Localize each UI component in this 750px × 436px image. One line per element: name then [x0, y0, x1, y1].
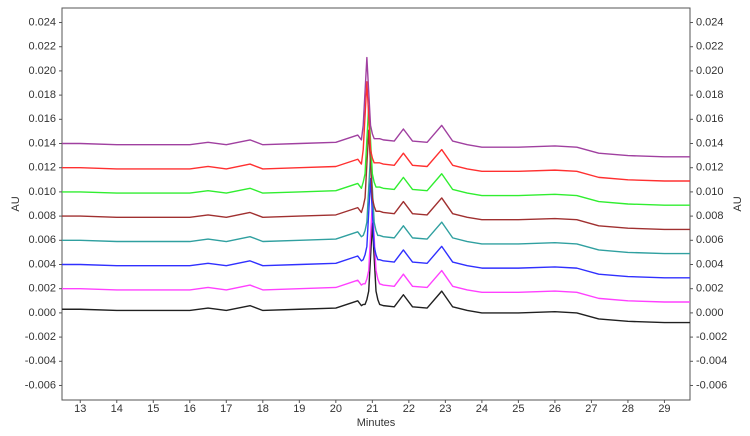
x-tick-label: 16: [184, 403, 196, 415]
y-tick-label: -0.004: [25, 355, 56, 367]
y-tick-label: 0.004: [28, 258, 56, 270]
x-tick-label: 21: [366, 403, 378, 415]
y-tick-label: 0.012: [28, 162, 56, 174]
y2-tick-label: 0.012: [696, 162, 724, 174]
y2-tick-label: -0.006: [696, 379, 727, 391]
y2-tick-label: 0.018: [696, 89, 724, 101]
y2-tick-label: 0.010: [696, 186, 724, 198]
y-tick-label: 0.006: [28, 234, 56, 246]
x-tick-label: 17: [220, 403, 232, 415]
y2-tick-label: 0.004: [696, 258, 724, 270]
series-line: [62, 222, 690, 324]
y2-tick-label: 0.000: [696, 307, 724, 319]
series-line: [62, 177, 690, 279]
y-tick-label: 0.008: [28, 210, 56, 222]
y2-tick-label: 0.016: [696, 113, 724, 125]
y2-tick-label: 0.014: [696, 137, 724, 149]
y-axis-label: AU: [10, 196, 22, 211]
y2-tick-label: -0.004: [696, 355, 727, 367]
y-tick-label: 0.014: [28, 137, 56, 149]
x-tick-label: 20: [330, 403, 342, 415]
y-tick-label: 0.018: [28, 89, 56, 101]
series-line: [62, 81, 690, 182]
y-tick-label: -0.006: [25, 379, 56, 391]
y2-tick-label: 0.022: [696, 41, 724, 53]
plot-frame: [61, 7, 691, 401]
series-line: [62, 105, 690, 206]
x-tick-label: 15: [147, 403, 159, 415]
x-tick-label: 19: [293, 403, 305, 415]
y-tick-label: 0.022: [28, 41, 56, 53]
y2-tick-label: 0.024: [696, 16, 724, 28]
x-tick-label: 23: [439, 403, 451, 415]
y2-tick-label: 0.008: [696, 210, 724, 222]
y-tick-label: 0.016: [28, 113, 56, 125]
series-line: [62, 56, 690, 158]
y2-tick-label: 0.020: [696, 65, 724, 77]
series-line: [62, 153, 690, 255]
x-tick-label: 28: [622, 403, 634, 415]
x-tick-label: 29: [658, 403, 670, 415]
x-tick-label: 13: [74, 403, 86, 415]
y2-axis-label: AU: [732, 196, 744, 211]
x-tick-label: 24: [476, 403, 488, 415]
y-tick-label: 0.002: [28, 283, 56, 295]
series-line: [62, 129, 690, 231]
y2-tick-label: 0.006: [696, 234, 724, 246]
x-tick-label: 22: [403, 403, 415, 415]
y-tick-label: 0.020: [28, 65, 56, 77]
y-tick-label: 0.000: [28, 307, 56, 319]
x-tick-label: 27: [585, 403, 597, 415]
y-tick-label: 0.024: [28, 16, 56, 28]
y2-tick-label: 0.002: [696, 283, 724, 295]
y-tick-label: -0.002: [25, 331, 56, 343]
y-tick-label: 0.010: [28, 186, 56, 198]
x-tick-label: 14: [111, 403, 123, 415]
x-tick-label: 26: [549, 403, 561, 415]
x-axis-label: Minutes: [357, 417, 396, 429]
y2-tick-label: -0.002: [696, 331, 727, 343]
x-tick-label: 18: [257, 403, 269, 415]
x-tick-label: 25: [512, 403, 524, 415]
